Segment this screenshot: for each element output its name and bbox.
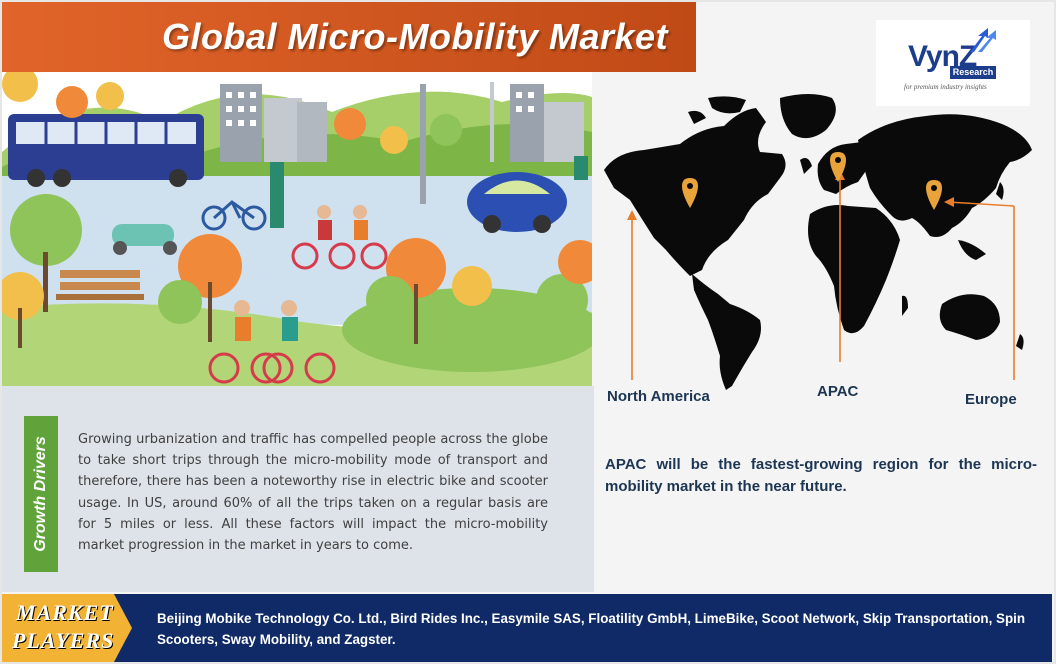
growth-drivers-text: Growing urbanization and traffic has com…	[78, 432, 548, 554]
growth-drivers-label: Growth Drivers	[32, 436, 49, 552]
page-title: Global Micro-Mobility Market	[162, 16, 669, 57]
market-players-text: Beijing Mobike Technology Co. Ltd., Bird…	[157, 611, 1026, 647]
city-mobility-illustration	[2, 72, 592, 386]
market-players-bar	[2, 594, 1052, 662]
vynz-logo: VynZ Research for premium industry insig…	[876, 20, 1030, 106]
logo-tagline: for premium industry insights	[904, 83, 987, 91]
growth-drivers-tab	[24, 416, 58, 572]
world-map	[596, 90, 1036, 390]
market-players-badge-line1: MARKET	[16, 600, 114, 625]
market-players-badge: MARKET PLAYERS	[2, 594, 132, 662]
title-bar: Global Micro-Mobility Market	[2, 2, 696, 72]
region-label-apac: APAC	[817, 383, 859, 400]
growth-drivers-panel	[2, 386, 594, 592]
logo-arrows-icon	[970, 28, 996, 52]
logo-sub: Research	[950, 66, 996, 79]
apac-growth-note: APAC will be the fastest-growing region …	[605, 456, 1037, 495]
region-label-europe: Europe	[965, 391, 1017, 408]
market-players-badge-line2: PLAYERS	[12, 628, 115, 653]
region-label-north-america: North America	[607, 388, 710, 405]
